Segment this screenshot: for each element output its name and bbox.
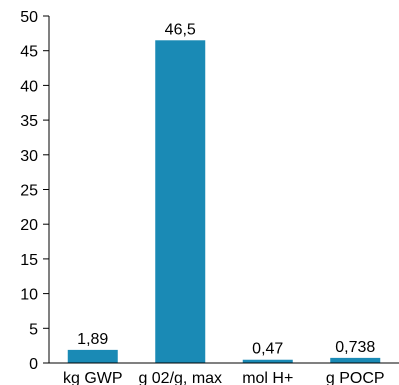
bar-3: [330, 357, 381, 363]
data-label: 1,89: [77, 331, 108, 348]
bar-2: [242, 359, 293, 363]
y-tick-label: 10: [20, 287, 38, 304]
y-tick-label: 40: [20, 78, 38, 95]
bar-1: [155, 40, 206, 363]
x-category-label: g POCP: [326, 370, 385, 385]
y-tick-label: 25: [20, 183, 38, 200]
y-axis: 0 5 10 15 20 25 30 35 40 45 50: [20, 9, 50, 373]
x-axis: kg GWP g 02/g, max mol H+ g POCP: [49, 362, 399, 385]
y-tick-label: 50: [20, 9, 38, 26]
data-labels: 1,89 46,5 0,47 0,738: [77, 21, 375, 357]
y-tick-label: 30: [20, 148, 38, 165]
y-tick-label: 45: [20, 44, 38, 61]
data-label: 46,5: [165, 21, 196, 38]
x-category-label: kg GWP: [63, 370, 123, 385]
data-label: 0,47: [252, 341, 283, 358]
bars: [67, 40, 381, 363]
y-tick-label: 15: [20, 252, 38, 269]
y-tick-label: 5: [29, 321, 38, 338]
y-tick-label: 35: [20, 113, 38, 130]
bar-0: [67, 349, 118, 363]
x-category-label: g 02/g, max: [138, 370, 222, 385]
x-category-label: mol H+: [242, 370, 293, 385]
y-tick-label: 0: [29, 356, 38, 373]
y-tick-label: 20: [20, 217, 38, 234]
data-label: 0,738: [335, 339, 375, 356]
